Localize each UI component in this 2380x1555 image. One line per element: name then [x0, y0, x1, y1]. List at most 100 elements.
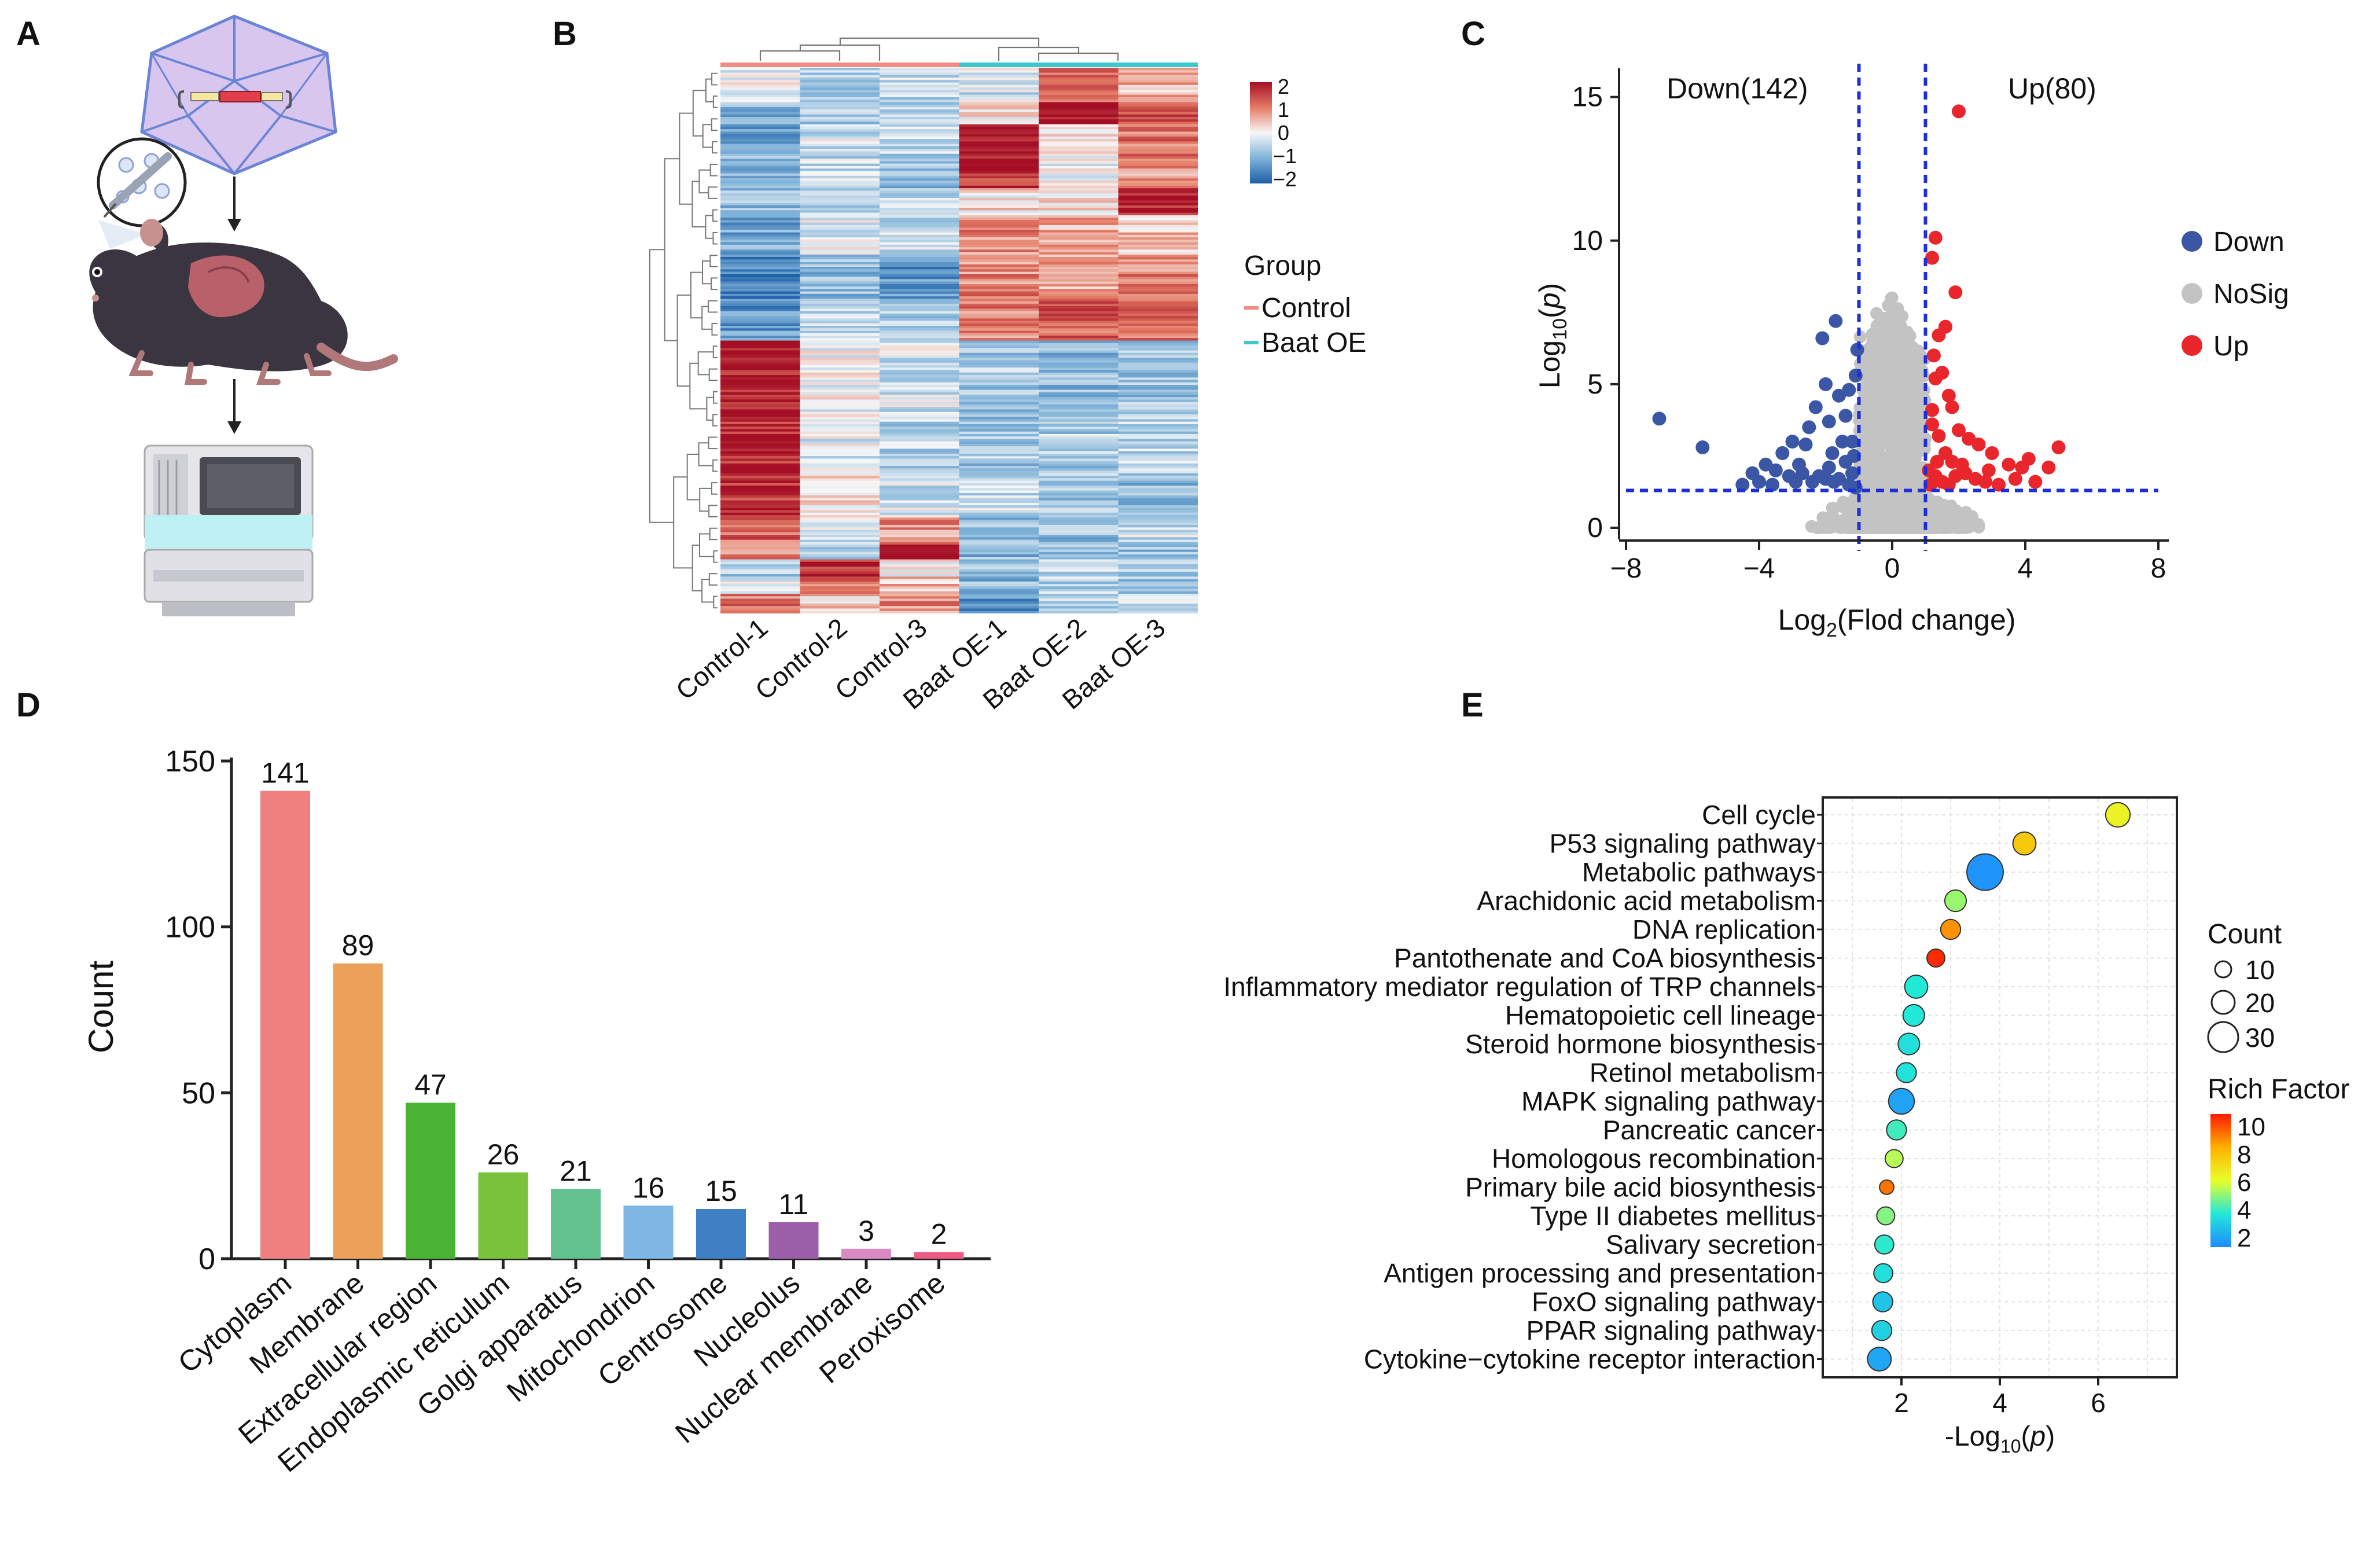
- heatmap-cell: [800, 478, 880, 481]
- heatmap-cell: [1039, 581, 1119, 584]
- heatmap-cell: [880, 106, 960, 110]
- volcano-point-nosig: [1862, 437, 1875, 450]
- heatmap-cell: [800, 486, 880, 488]
- heatmap-cell: [800, 483, 880, 486]
- dendrogram-branch: [686, 454, 700, 501]
- heatmap-cell: [1118, 520, 1198, 523]
- heatmap-cell: [1039, 183, 1119, 186]
- volcano-point-nosig: [1906, 369, 1919, 382]
- heatmap-cell: [880, 557, 960, 560]
- heatmap-cell: [1039, 259, 1119, 263]
- heatmap-cell: [1039, 234, 1119, 238]
- heatmap-cell: [880, 384, 960, 388]
- heatmap-cell: [1118, 139, 1198, 142]
- bubble: [1871, 1319, 1893, 1341]
- volcano-y-tick-label: 15: [1572, 82, 1603, 113]
- heatmap-cell: [959, 350, 1039, 354]
- heatmap-cell: [880, 102, 960, 105]
- heatmap-cell: [880, 87, 960, 90]
- heatmap-cell: [1118, 144, 1198, 147]
- heatmap-cell: [1118, 269, 1198, 273]
- heatmap-cell: [959, 483, 1039, 486]
- heatmap-cell: [1118, 247, 1198, 250]
- heatmap-cell: [880, 547, 960, 550]
- volcano-point-nosig: [1905, 498, 1918, 512]
- bar-value-label: 141: [261, 757, 309, 789]
- heatmap-cell: [800, 571, 880, 575]
- heatmap-cell: [959, 498, 1039, 501]
- heatmap-cell: [800, 372, 880, 376]
- heatmap-cell: [720, 547, 801, 550]
- heatmap-cell: [800, 311, 880, 314]
- heatmap-cell: [720, 517, 801, 521]
- heatmap-cell: [1039, 387, 1119, 391]
- heatmap-cell: [880, 308, 960, 312]
- heatmap-cell: [800, 545, 880, 547]
- heatmap-cell: [1118, 589, 1198, 592]
- heatmap-cell: [1118, 407, 1198, 410]
- heatmap-cell: [880, 222, 960, 226]
- heatmap-cell: [800, 267, 880, 270]
- heatmap-cell: [800, 303, 880, 307]
- heatmap-cell: [880, 439, 960, 442]
- heatmap-cell: [800, 399, 880, 403]
- heatmap-cell: [1118, 535, 1198, 538]
- heatmap-cell: [720, 303, 801, 307]
- heatmap-cell: [1118, 370, 1198, 373]
- heatmap-cell: [880, 220, 960, 223]
- bar: [551, 1189, 601, 1259]
- heatmap-cell: [720, 124, 801, 127]
- heatmap-cell: [1039, 175, 1119, 179]
- heatmap-cell: [1118, 126, 1198, 130]
- heatmap-cell: [720, 139, 801, 142]
- heatmap-cell: [1039, 212, 1119, 216]
- heatmap-cell: [800, 427, 880, 430]
- heatmap-cell: [1118, 262, 1198, 265]
- color-legend-label: 4: [2237, 1196, 2251, 1225]
- heatmap-cell: [959, 345, 1039, 348]
- heatmap-cell: [800, 131, 880, 135]
- heatmap-cell: [1039, 362, 1119, 366]
- heatmap-cell: [800, 380, 880, 383]
- heatmap-cell: [880, 80, 960, 83]
- heatmap-cell: [959, 470, 1039, 474]
- heatmap-cell: [959, 502, 1039, 506]
- heatmap-cell: [1039, 377, 1119, 381]
- heatmap-cell: [800, 318, 880, 322]
- bubble: [1879, 1179, 1895, 1195]
- heatmap-cell: [880, 328, 960, 332]
- heatmap-cell: [800, 106, 880, 110]
- heatmap-cell: [800, 168, 880, 172]
- bubble: [1888, 1087, 1915, 1115]
- heatmap-cell: [1039, 252, 1119, 255]
- dendrogram-branch: [712, 459, 718, 472]
- heatmap-cell: [720, 259, 801, 263]
- volcano-point-nosig: [1874, 417, 1888, 431]
- heatmap-cell: [1118, 449, 1198, 452]
- bar-value-label: 26: [487, 1138, 520, 1171]
- dendrogram-branch: [708, 436, 718, 450]
- heatmap-cell: [720, 129, 801, 133]
- heatmap-cell: [720, 611, 801, 613]
- heatmap-cell: [720, 122, 801, 125]
- heatmap-cell: [959, 473, 1039, 476]
- heatmap-cell: [1039, 178, 1119, 181]
- heatmap-cell: [880, 584, 960, 587]
- dendrogram-branch: [708, 300, 718, 313]
- heatmap-cell: [1118, 122, 1198, 125]
- heatmap-cell: [800, 277, 880, 280]
- heatmap-cell: [720, 549, 801, 553]
- heatmap-cell: [959, 606, 1039, 609]
- heatmap-cell: [1039, 350, 1119, 354]
- heatmap-cell: [959, 68, 1039, 71]
- heatmap-cell: [1039, 355, 1119, 358]
- heatmap-cell: [720, 257, 801, 260]
- heatmap-cell: [880, 185, 960, 189]
- volcano-point-up: [1948, 469, 1963, 483]
- heatmap-cell: [800, 515, 880, 518]
- heatmap-cell: [1039, 336, 1119, 339]
- heatmap-cell: [1039, 407, 1119, 410]
- heatmap-cell: [1039, 374, 1119, 378]
- heatmap-cell: [880, 463, 960, 466]
- heatmap-cell: [880, 232, 960, 236]
